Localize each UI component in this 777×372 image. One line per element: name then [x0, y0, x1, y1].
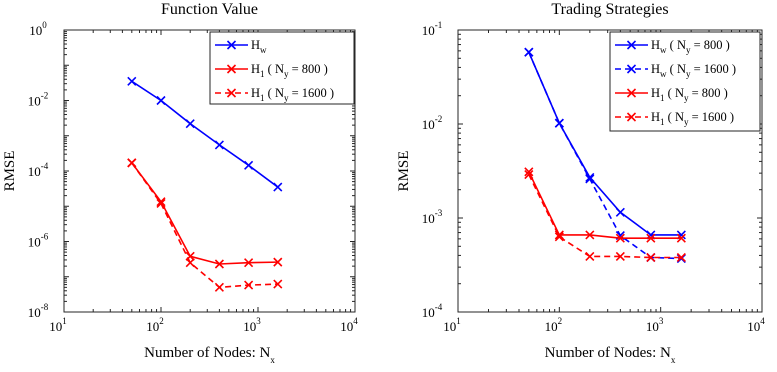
series-line [131, 80, 279, 188]
y-tick-label: 100 [29, 20, 47, 38]
data-point-marker [585, 174, 595, 184]
x-axis-label: Number of Nodes: Nx [144, 345, 275, 365]
x-tick-label: 102 [545, 316, 563, 334]
legend-marker [626, 112, 637, 122]
x-axis-label: Number of Nodes: Nx [545, 345, 676, 365]
data-point-marker [273, 279, 283, 289]
series-1 [127, 158, 283, 269]
legend: Hw ( Ny = 800 ) Hw ( Ny = 1600 ) H1 ( Ny =… [609, 31, 761, 132]
y-axis-label: RMSE [396, 151, 412, 192]
x-tick-label: 103 [646, 316, 664, 334]
data-point-marker [273, 182, 283, 192]
data-point-marker [127, 158, 137, 168]
data-point-marker [214, 282, 224, 292]
y-tick-label: 10-1 [422, 20, 443, 38]
data-point-marker [676, 233, 686, 243]
series-2 [524, 167, 686, 243]
legend-marker [626, 88, 637, 98]
data-point-marker [585, 251, 595, 262]
legend-entry-label: Hw ( Ny = 1600 ) [651, 62, 736, 79]
data-point-marker [214, 140, 224, 150]
data-point-marker [214, 259, 224, 269]
chart-title: Function Value [161, 1, 258, 18]
x-tick-label: 103 [243, 316, 261, 334]
y-tick-label: 10-4 [28, 161, 49, 179]
series-3 [524, 169, 686, 263]
legend-marker [226, 64, 237, 74]
series-line [528, 51, 682, 260]
series-line [131, 162, 278, 289]
legend-entry-label: H1 ( Ny = 800 ) [251, 62, 328, 79]
data-point-marker [524, 169, 534, 180]
legend-box [209, 31, 355, 105]
y-tick-label: 10-6 [28, 232, 49, 250]
y-axis-label: RMSE [2, 151, 18, 192]
data-point-marker [676, 252, 686, 263]
legend: Hw H1 ( Ny = 800 ) H1 ( Ny = 1600 ) [209, 31, 355, 105]
x-tick-label: 102 [146, 316, 164, 334]
y-tick-label: 10-2 [28, 91, 49, 109]
chart-0: 101 102 103 104 10-8 10-6 10-4 10-2 100 Function … [2, 1, 358, 365]
data-point-marker [244, 160, 254, 170]
data-point-marker [244, 258, 254, 268]
data-point-marker [615, 207, 625, 217]
legend-marker [626, 40, 637, 50]
legend-entry-label: Hw [251, 38, 267, 55]
data-point-marker [156, 95, 166, 106]
data-point-marker [615, 251, 625, 262]
x-tick-label: 101 [49, 316, 67, 334]
y-tick-label: 10-8 [28, 302, 49, 320]
series-line [131, 162, 278, 265]
series-0 [127, 76, 283, 192]
legend-marker [226, 88, 237, 98]
chart-1: 101 102 103 104 10-4 10-3 10-2 10-1 Trading Stra… [396, 1, 765, 365]
data-point-marker [615, 233, 625, 243]
legend-entry-label: Hw ( Ny = 800 ) [651, 38, 730, 55]
legend-marker [226, 40, 237, 50]
chart-title: Trading Strategies [551, 1, 668, 18]
data-point-marker [646, 233, 656, 243]
data-point-marker [585, 230, 595, 240]
x-tick-label: 104 [340, 316, 358, 334]
y-tick-label: 10-4 [422, 302, 443, 320]
series-line [528, 171, 682, 239]
legend-entry-label: H1 ( Ny = 1600 ) [251, 86, 334, 103]
data-point-marker [127, 76, 137, 86]
plot-frame [457, 29, 763, 313]
x-tick-label: 101 [443, 316, 461, 334]
data-point-marker [554, 232, 564, 242]
series-2 [127, 158, 283, 292]
data-point-marker [554, 118, 564, 128]
data-point-marker [185, 258, 195, 268]
data-point-marker [524, 47, 534, 57]
legend-entry-label: H1 ( Ny = 800 ) [651, 86, 728, 103]
data-point-marker [646, 252, 656, 263]
legend-entry-label: H1 ( Ny = 1600 ) [651, 110, 734, 127]
series-line [528, 174, 682, 259]
data-point-marker [244, 280, 254, 290]
data-point-marker [156, 198, 166, 209]
x-tick-label: 104 [747, 316, 765, 334]
data-point-marker [524, 167, 534, 177]
legend-marker [626, 64, 637, 74]
data-point-marker [185, 119, 195, 129]
y-tick-label: 10-2 [422, 114, 443, 132]
data-point-marker [273, 257, 283, 267]
y-tick-label: 10-3 [422, 208, 443, 226]
